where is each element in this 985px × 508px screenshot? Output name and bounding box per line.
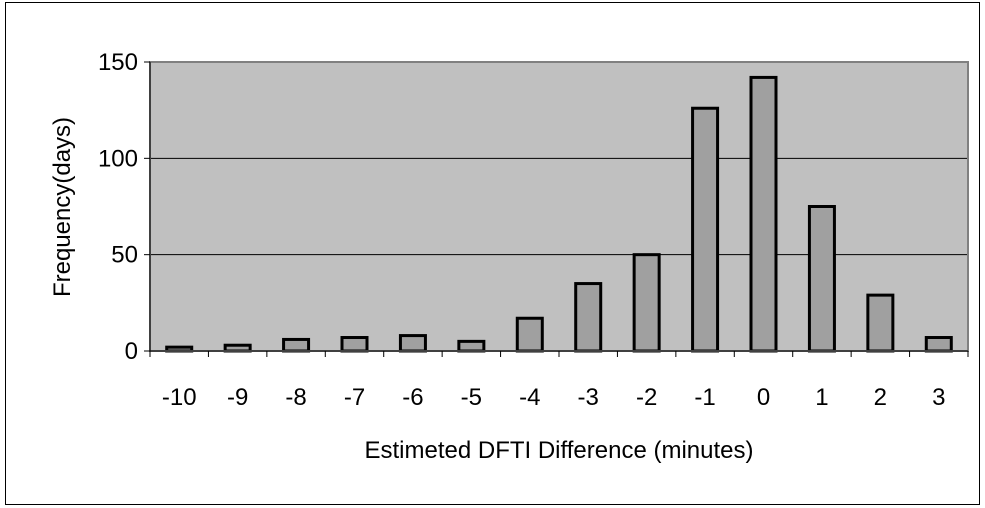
- x-tick-label: -7: [344, 384, 365, 411]
- x-tick-label: -2: [636, 384, 657, 411]
- x-tick-label: -5: [461, 384, 482, 411]
- y-tick-label: 150: [98, 49, 138, 76]
- axes: [144, 61, 969, 357]
- bar--8: [282, 337, 311, 353]
- bar--7: [340, 336, 369, 353]
- x-tick-label: -3: [578, 384, 599, 411]
- bar--6: [398, 334, 427, 353]
- x-tick-label: -6: [402, 384, 423, 411]
- y-tick-label: 100: [98, 145, 138, 172]
- bar--3: [574, 282, 603, 353]
- y-tick-label: 50: [111, 242, 138, 269]
- bars: [165, 75, 953, 353]
- x-tick-label: 1: [815, 384, 828, 411]
- bar-3: [924, 336, 953, 353]
- x-tick-label: -1: [694, 384, 715, 411]
- bar--1: [691, 106, 720, 353]
- x-axis-title: Estimeted DFTI Difference (minutes): [364, 437, 753, 464]
- bar--2: [632, 253, 661, 353]
- x-tick-label: 2: [874, 384, 887, 411]
- y-axis-title: Frequency(days): [49, 117, 76, 297]
- bar-1: [807, 205, 836, 353]
- y-tick-label: 0: [125, 338, 138, 365]
- y-tick-labels: 0 50 100 150: [98, 49, 138, 365]
- x-tick-label: 0: [757, 384, 770, 411]
- chart-frame: 0 50 100 150 -10 -9 -8 -7 -6 -5 -4 -3 -2 -1 0 1 2 3 Esti…: [5, 2, 980, 505]
- x-tick-label: -4: [519, 384, 540, 411]
- x-tick-label: -10: [162, 384, 197, 411]
- x-tick-labels: -10 -9 -8 -7 -6 -5 -4 -3 -2 -1 0 1 2 3: [162, 384, 946, 411]
- x-tick-label: 3: [932, 384, 945, 411]
- bar-2: [866, 293, 895, 353]
- bar-0: [749, 75, 778, 353]
- x-tick-label: -9: [227, 384, 248, 411]
- bar--5: [457, 339, 486, 353]
- plot-area: [150, 62, 968, 351]
- bar--4: [515, 316, 544, 353]
- x-tick-label: -8: [285, 384, 306, 411]
